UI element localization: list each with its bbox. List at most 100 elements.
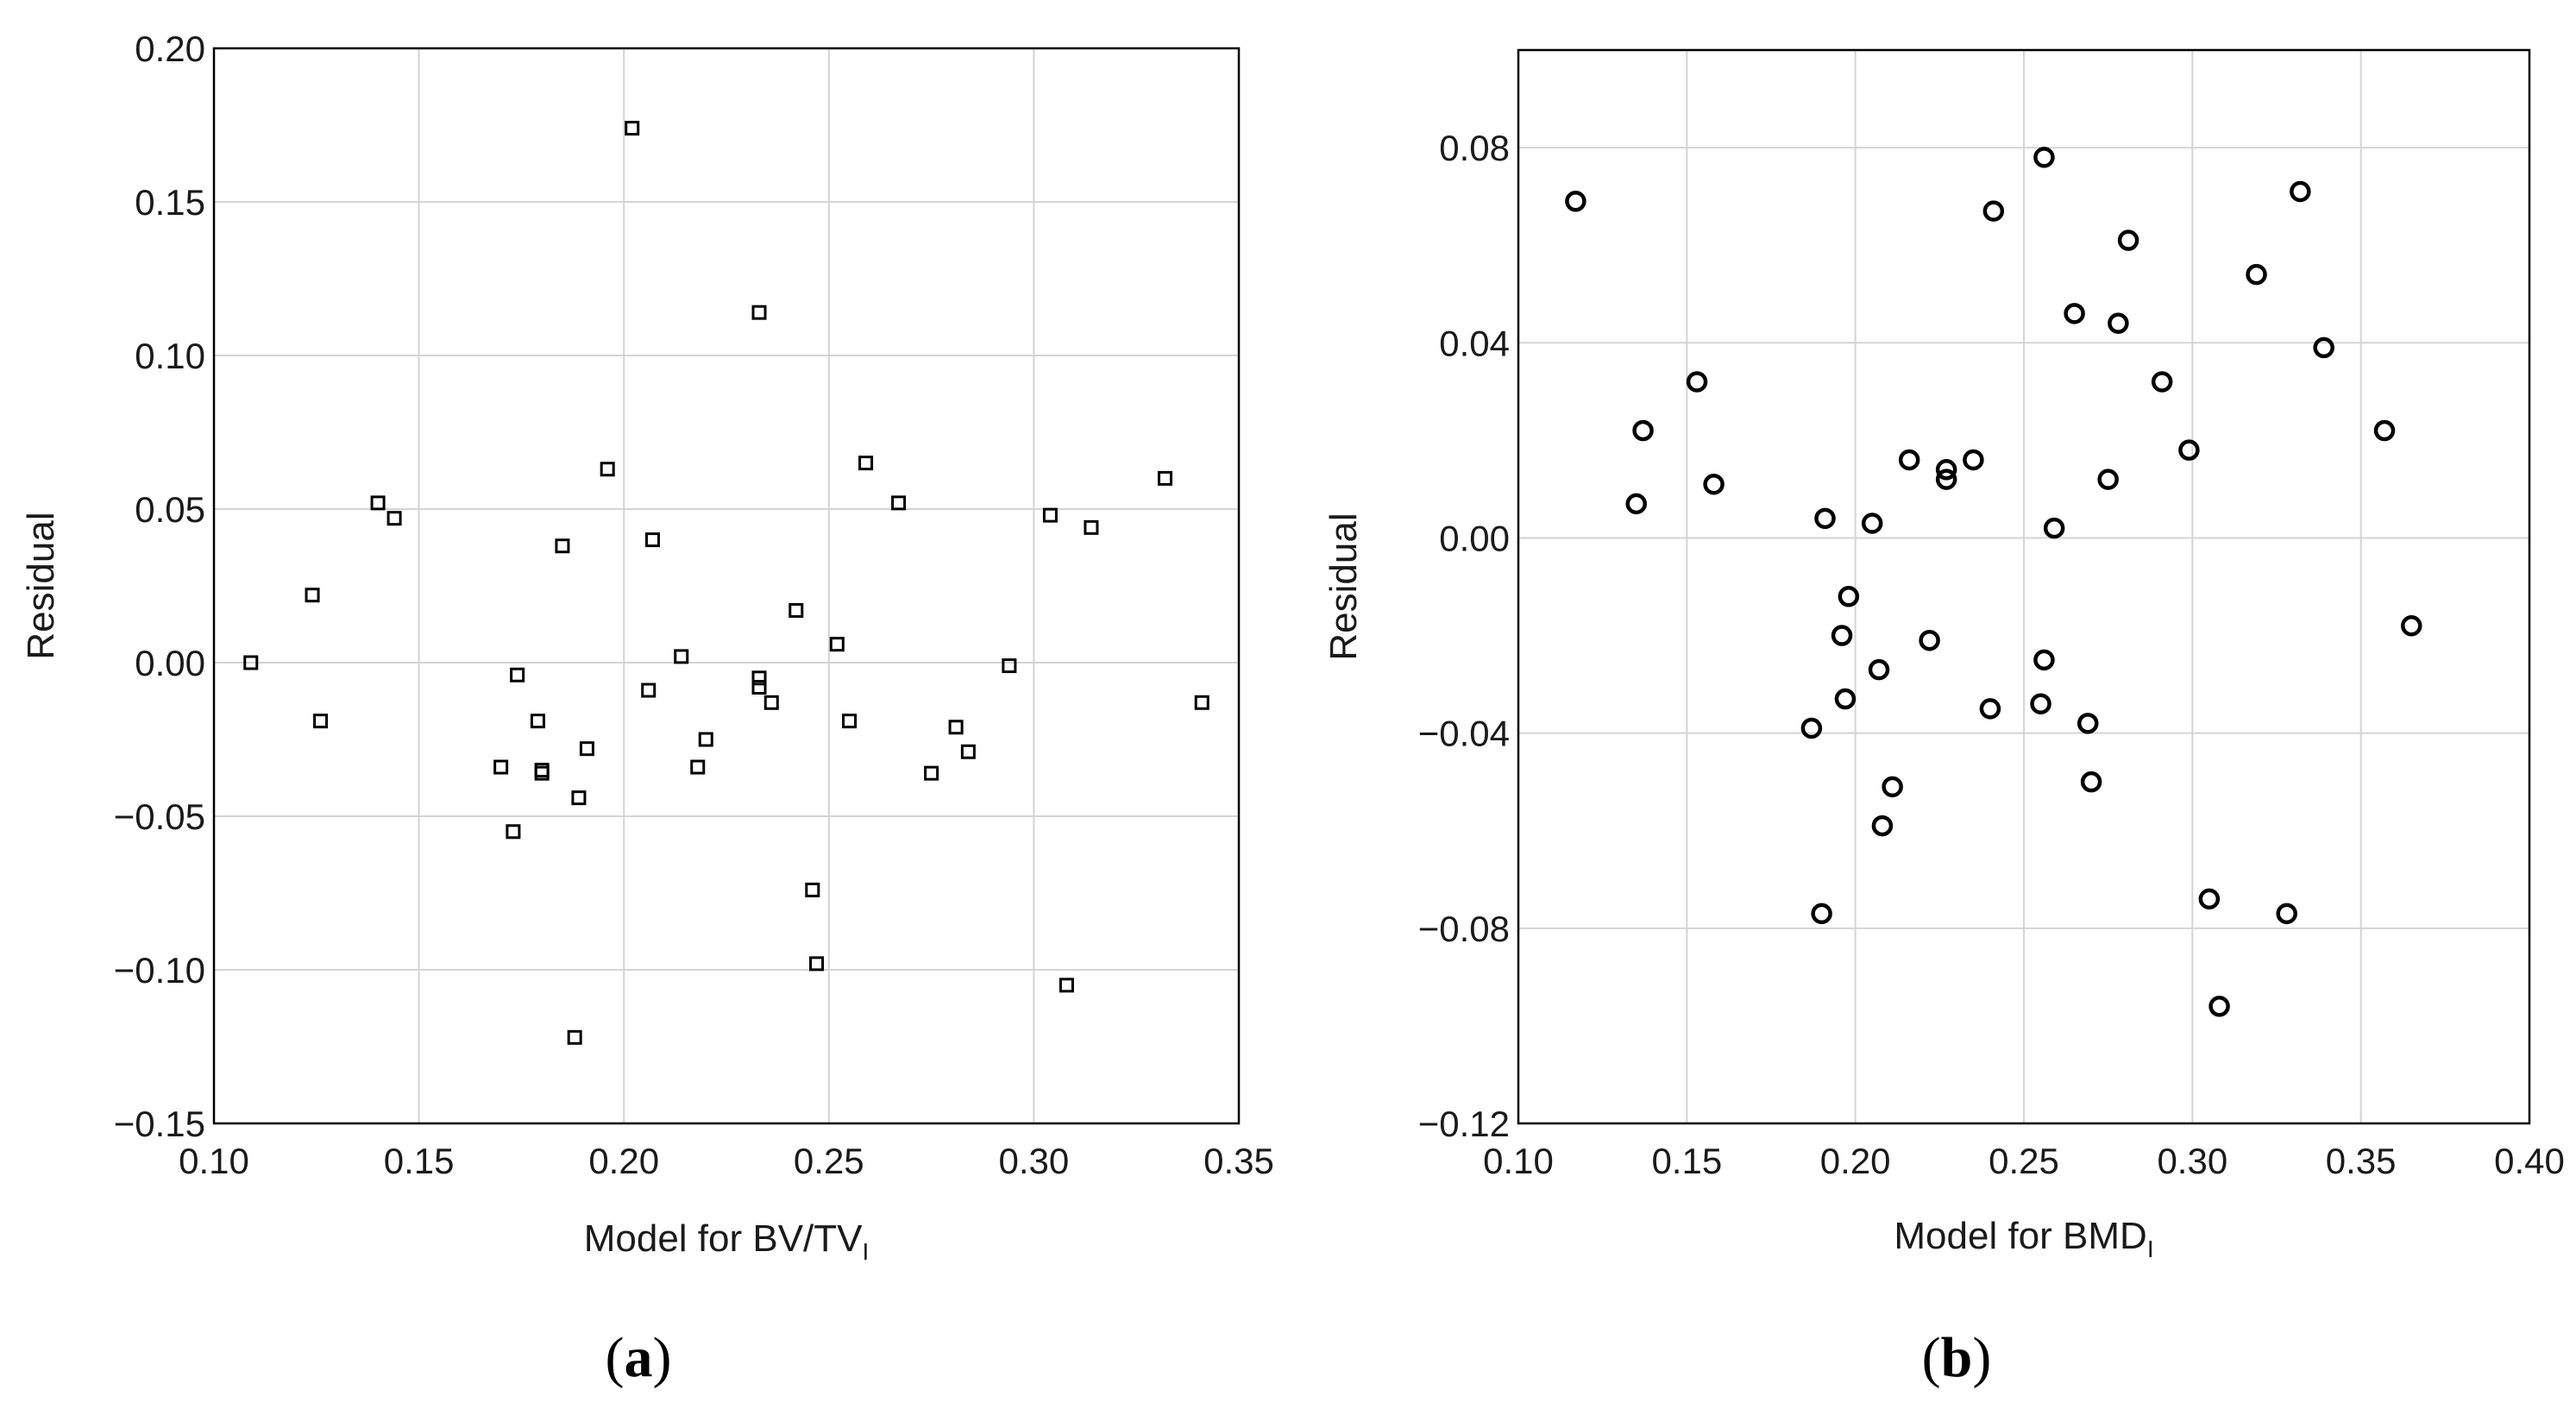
- y-tick-label: −0.15: [114, 1104, 205, 1144]
- x-tick-label: 0.30: [2157, 1141, 2227, 1181]
- data-point-square: [751, 305, 767, 320]
- data-point-square: [1157, 470, 1172, 486]
- data-point-circle: [1811, 903, 1832, 925]
- data-point-circle: [1935, 459, 1957, 481]
- data-point-circle: [1861, 513, 1883, 534]
- y-tick-label: −0.04: [1418, 714, 1510, 754]
- y-tick-label: 0.10: [135, 336, 205, 376]
- data-point-square: [386, 511, 402, 526]
- data-point-circle: [1919, 629, 1940, 651]
- y-tick-label: 0.08: [1439, 128, 1510, 168]
- panel-b-y-tick-labels: 0.08 0.04 0.00 −0.04 −0.08 −0.12: [1418, 128, 1510, 1144]
- x-tick-label: 0.10: [1483, 1141, 1554, 1181]
- y-tick-label: 0.20: [135, 28, 205, 69]
- x-tick-label: 0.10: [179, 1141, 249, 1181]
- y-tick-label: −0.05: [114, 796, 205, 837]
- y-tick-label: 0.00: [135, 643, 205, 683]
- data-point-circle: [1838, 586, 1860, 607]
- x-tick-label: 0.15: [1651, 1141, 1722, 1181]
- data-point-circle: [2064, 303, 2085, 324]
- data-point-square: [674, 649, 689, 664]
- panel-b-label: (b): [1922, 1326, 1992, 1389]
- data-point-circle: [2178, 439, 2200, 461]
- data-point-circle: [2373, 419, 2396, 442]
- data-point-square: [891, 495, 907, 511]
- data-point-square: [809, 956, 825, 972]
- panel-a-plot-frame: [212, 47, 1241, 1125]
- panel-b-plot-frame: [1517, 48, 2531, 1125]
- data-point-square: [243, 655, 259, 670]
- panel-b-gridlines: [1517, 50, 2530, 1124]
- data-point-square: [370, 495, 386, 511]
- data-point-square: [493, 759, 509, 775]
- y-tick-label: 0.00: [1439, 518, 1510, 558]
- data-point-circle: [1831, 625, 1853, 646]
- data-point-square: [600, 462, 615, 477]
- data-point-circle: [1963, 449, 1984, 471]
- data-point-square: [858, 456, 874, 471]
- data-point-square: [948, 720, 964, 735]
- data-point-circle: [2290, 180, 2311, 203]
- y-tick-label: −0.08: [1418, 909, 1510, 949]
- data-point-circle: [1686, 371, 1708, 393]
- data-point-square: [789, 602, 804, 618]
- data-point-circle: [2246, 263, 2267, 286]
- data-point-circle: [1834, 688, 1857, 710]
- panel-a-gridlines: [213, 47, 1240, 1124]
- data-point-square: [510, 667, 525, 682]
- data-point-square: [571, 790, 587, 806]
- data-point-circle: [2151, 371, 2173, 393]
- panel-a-x-tick-labels: 0.10 0.15 0.20 0.25 0.30 0.35: [179, 1141, 1274, 1181]
- data-point-circle: [1800, 717, 1823, 739]
- data-point-circle: [2097, 469, 2119, 490]
- data-point-circle: [1871, 815, 1894, 837]
- data-point-circle: [1935, 469, 1957, 490]
- x-tick-label: 0.40: [2494, 1141, 2565, 1181]
- x-tick-label: 0.25: [1989, 1141, 2059, 1181]
- y-tick-label: 0.05: [135, 489, 205, 530]
- panel-b-x-tick-labels: 0.10 0.15 0.20 0.25 0.30 0.35 0.40: [1483, 1141, 2565, 1181]
- data-point-square: [625, 121, 640, 136]
- data-point-square: [305, 588, 320, 603]
- data-point-circle: [1565, 191, 1586, 212]
- data-point-circle: [2030, 693, 2051, 714]
- data-point-square: [313, 714, 329, 729]
- x-tick-label: 0.25: [794, 1141, 864, 1181]
- data-point-circle: [2198, 888, 2221, 910]
- data-point-circle: [2401, 614, 2422, 637]
- data-point-square: [805, 882, 820, 897]
- data-point-circle: [2108, 312, 2129, 334]
- data-point-circle: [2043, 517, 2065, 539]
- panel-b-data-points: [1565, 147, 2422, 1017]
- y-tick-label: −0.10: [114, 950, 205, 991]
- data-point-square: [641, 682, 657, 698]
- y-tick-label: 0.15: [135, 182, 205, 223]
- data-point-circle: [1982, 200, 2005, 222]
- data-point-circle: [2208, 996, 2230, 1017]
- panel-b-y-axis-label: Residual: [1323, 513, 1365, 660]
- data-point-square: [690, 759, 706, 775]
- data-point-square: [1002, 658, 1017, 674]
- data-point-circle: [1868, 658, 1890, 681]
- x-tick-label: 0.35: [2326, 1141, 2397, 1181]
- data-point-square: [698, 732, 713, 747]
- data-point-circle: [1898, 449, 1920, 471]
- data-point-circle: [2077, 713, 2099, 734]
- data-point-square: [555, 538, 570, 554]
- data-point-square: [763, 695, 779, 710]
- panel-a-y-tick-labels: 0.20 0.15 0.10 0.05 0.00 −0.05 −0.10 −0.15: [114, 28, 205, 1144]
- x-tick-label: 0.20: [588, 1141, 659, 1181]
- data-point-square: [842, 714, 858, 729]
- data-point-circle: [1632, 419, 1654, 442]
- x-tick-label: 0.30: [999, 1141, 1070, 1181]
- data-point-square: [960, 744, 976, 759]
- data-point-square: [751, 679, 767, 695]
- data-point-square: [1084, 519, 1099, 535]
- data-point-square: [534, 765, 550, 781]
- data-point-square: [1194, 695, 1209, 710]
- data-point-square: [506, 824, 521, 840]
- data-point-circle: [2276, 903, 2297, 925]
- x-tick-label: 0.15: [384, 1141, 455, 1181]
- data-point-circle: [2080, 771, 2102, 793]
